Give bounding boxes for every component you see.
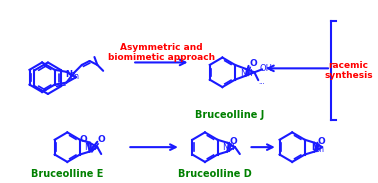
Text: OH: OH bbox=[260, 64, 273, 73]
Text: ...: ... bbox=[258, 79, 265, 85]
Text: N: N bbox=[65, 70, 72, 79]
Text: Bruceolline E: Bruceolline E bbox=[31, 169, 104, 179]
Text: NH: NH bbox=[84, 143, 97, 152]
Text: O: O bbox=[229, 137, 237, 146]
Text: Bruceolline J: Bruceolline J bbox=[195, 110, 264, 120]
Text: Bn: Bn bbox=[69, 72, 79, 81]
Text: O: O bbox=[318, 137, 325, 146]
Text: NH: NH bbox=[222, 143, 235, 152]
Text: O: O bbox=[80, 135, 88, 144]
Text: NH: NH bbox=[240, 69, 253, 78]
Text: O: O bbox=[249, 59, 257, 68]
Text: Asymmetric and
biomimetic approach: Asymmetric and biomimetic approach bbox=[108, 43, 215, 62]
Text: racemic
synthesis: racemic synthesis bbox=[324, 61, 373, 80]
Text: Bn: Bn bbox=[314, 145, 324, 154]
Text: O: O bbox=[98, 135, 105, 144]
Text: N: N bbox=[311, 143, 318, 152]
Text: Bruceolline D: Bruceolline D bbox=[178, 169, 251, 179]
